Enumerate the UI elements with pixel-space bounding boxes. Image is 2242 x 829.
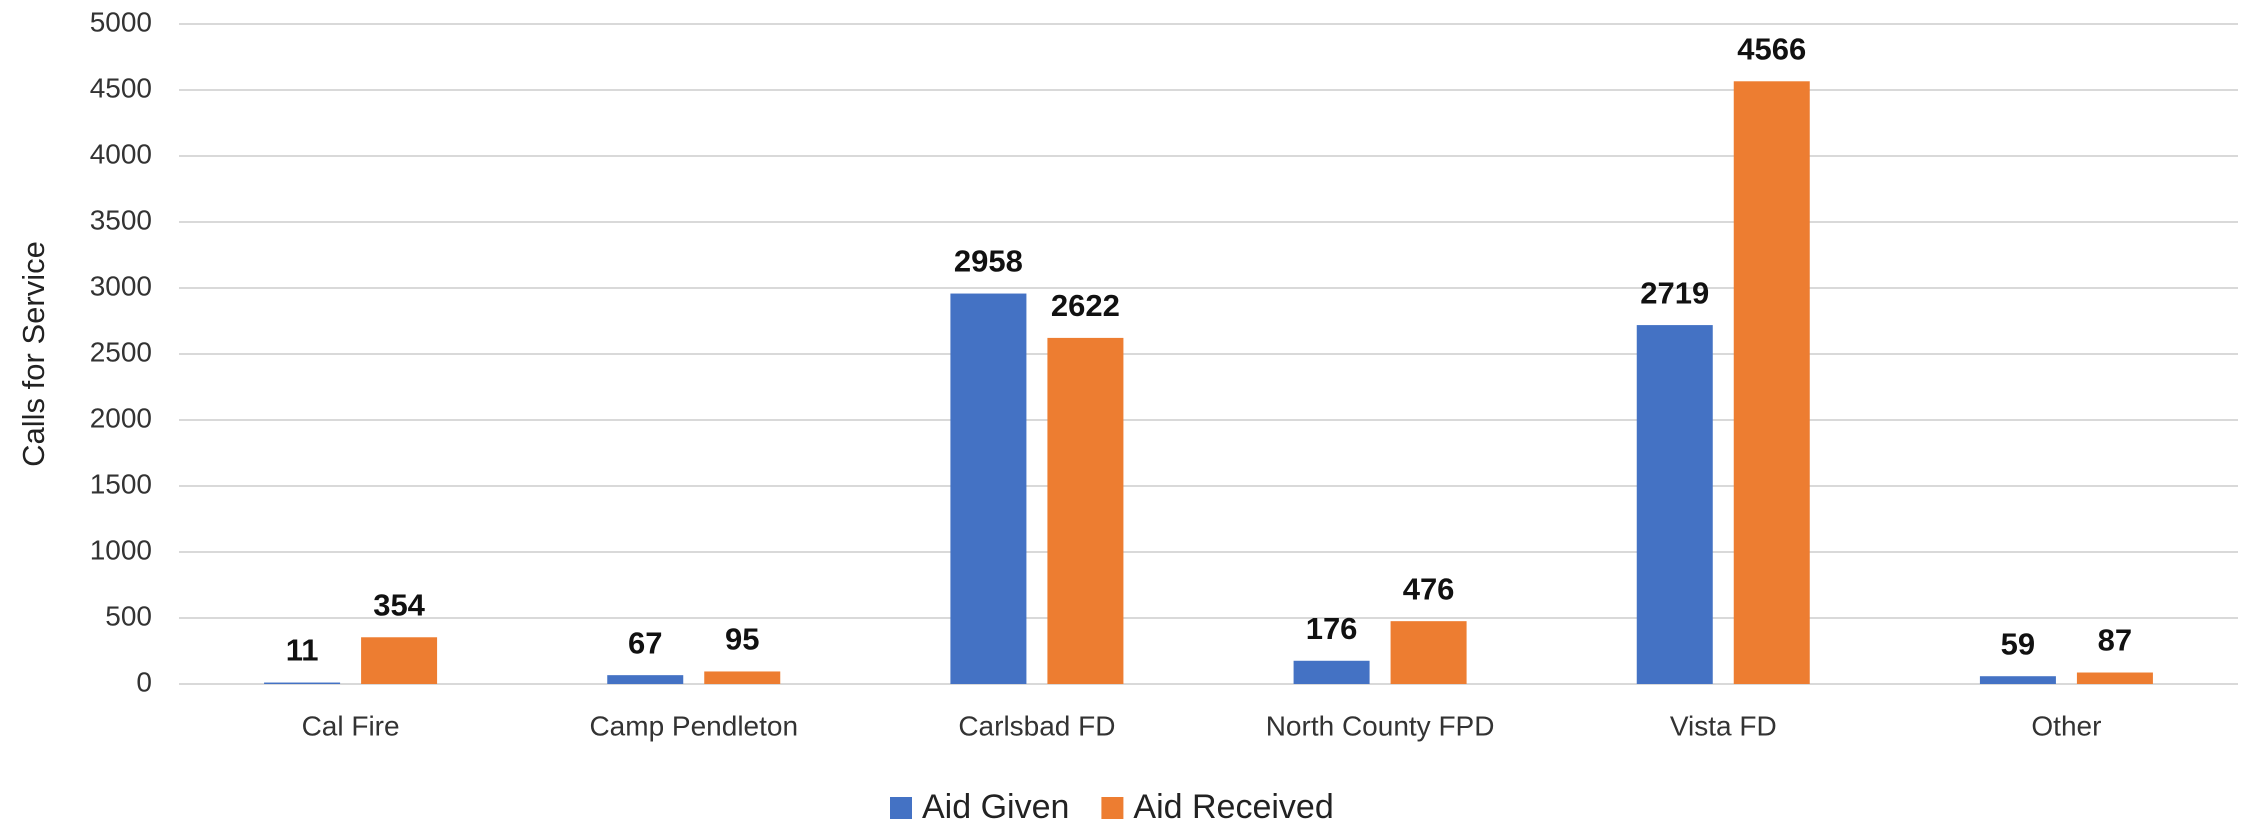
bar <box>950 293 1027 684</box>
bar <box>1636 325 1713 684</box>
legend-swatch <box>1101 797 1124 819</box>
data-label: 2719 <box>1640 275 1709 310</box>
y-tick-label: 1500 <box>90 468 152 499</box>
x-tick-label: Other <box>2031 710 2101 741</box>
data-label: 87 <box>2098 623 2132 658</box>
data-label: 95 <box>725 622 759 657</box>
data-label: 67 <box>628 625 662 660</box>
bar <box>1047 337 1124 684</box>
bar <box>704 671 781 684</box>
y-tick-label: 3500 <box>90 204 152 235</box>
x-tick-label: Camp Pendleton <box>589 710 798 741</box>
bar <box>1733 81 1810 684</box>
data-label: 11 <box>286 633 319 668</box>
bar <box>1390 621 1467 684</box>
y-tick-label: 2500 <box>90 336 152 367</box>
y-tick-label: 500 <box>105 600 152 631</box>
y-tick-label: 2000 <box>90 402 152 433</box>
y-tick-label: 0 <box>136 666 152 697</box>
x-tick-label: Carlsbad FD <box>958 710 1115 741</box>
y-tick-label: 4500 <box>90 72 152 103</box>
data-label: 4566 <box>1737 31 1806 66</box>
bar <box>607 675 684 684</box>
bar <box>1979 676 2056 684</box>
x-tick-label: North County FPD <box>1266 710 1495 741</box>
data-label: 476 <box>1403 571 1455 606</box>
data-label: 59 <box>2001 626 2035 661</box>
data-label: 2622 <box>1051 288 1120 323</box>
legend-label: Aid Received <box>1133 788 1333 826</box>
bar <box>2076 672 2153 684</box>
y-tick-label: 5000 <box>90 6 152 37</box>
x-tick-label: Vista FD <box>1670 710 1777 741</box>
data-label: 2958 <box>954 244 1023 279</box>
bar <box>264 682 341 684</box>
y-tick-label: 4000 <box>90 138 152 169</box>
y-axis-title: Calls for Service <box>16 241 51 467</box>
bar <box>361 637 438 684</box>
legend-swatch <box>890 797 912 819</box>
y-tick-label: 1000 <box>90 534 152 565</box>
y-tick-label: 3000 <box>90 270 152 301</box>
x-tick-label: Cal Fire <box>302 710 400 741</box>
legend-label: Aid Given <box>922 788 1069 826</box>
data-label: 354 <box>373 587 425 622</box>
bar <box>1293 660 1370 684</box>
data-label: 176 <box>1306 611 1358 646</box>
